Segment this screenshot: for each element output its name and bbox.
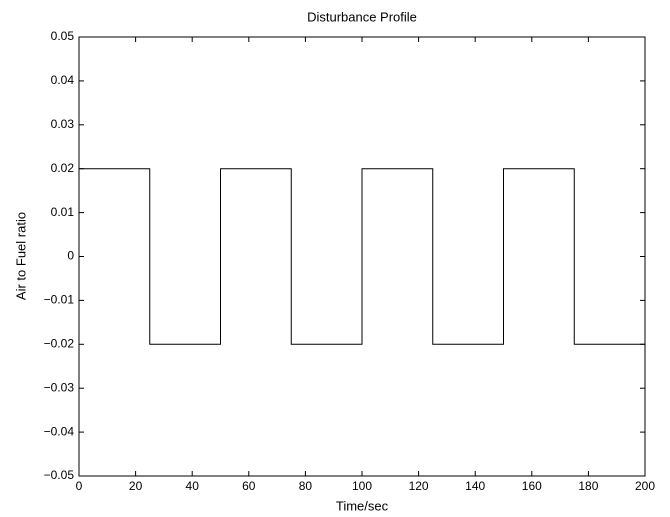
x-tick-label: 140: [465, 479, 485, 493]
x-tick-label: 0: [76, 479, 83, 493]
y-tick-label: −0.03: [44, 380, 75, 394]
x-tick-label: 180: [578, 479, 598, 493]
x-tick-label: 40: [186, 479, 200, 493]
x-tick-label: 20: [129, 479, 143, 493]
x-tick-label: 200: [635, 479, 655, 493]
data-line: [79, 168, 645, 345]
y-tick-label: 0.05: [51, 29, 75, 43]
y-tick-label: 0.04: [51, 73, 75, 87]
chart-title: Disturbance Profile: [307, 9, 417, 24]
x-axis-title: Time/sec: [336, 498, 389, 513]
y-axis-title: Air to Fuel ratio: [13, 212, 28, 300]
y-tick-label: 0.03: [51, 117, 75, 131]
x-tick-label: 120: [409, 479, 429, 493]
y-tick-label: −0.02: [44, 336, 75, 350]
y-tick-label: −0.05: [44, 468, 75, 482]
x-tick-label: 100: [352, 479, 372, 493]
y-tick-label: −0.01: [44, 293, 75, 307]
y-tick-label: −0.04: [44, 424, 75, 438]
x-tick-label: 60: [242, 479, 256, 493]
y-tick-label: 0.02: [51, 161, 75, 175]
y-tick-label: 0: [67, 249, 74, 263]
y-tick-label: 0.01: [51, 205, 75, 219]
x-tick-label: 80: [299, 479, 313, 493]
x-tick-label: 160: [522, 479, 542, 493]
